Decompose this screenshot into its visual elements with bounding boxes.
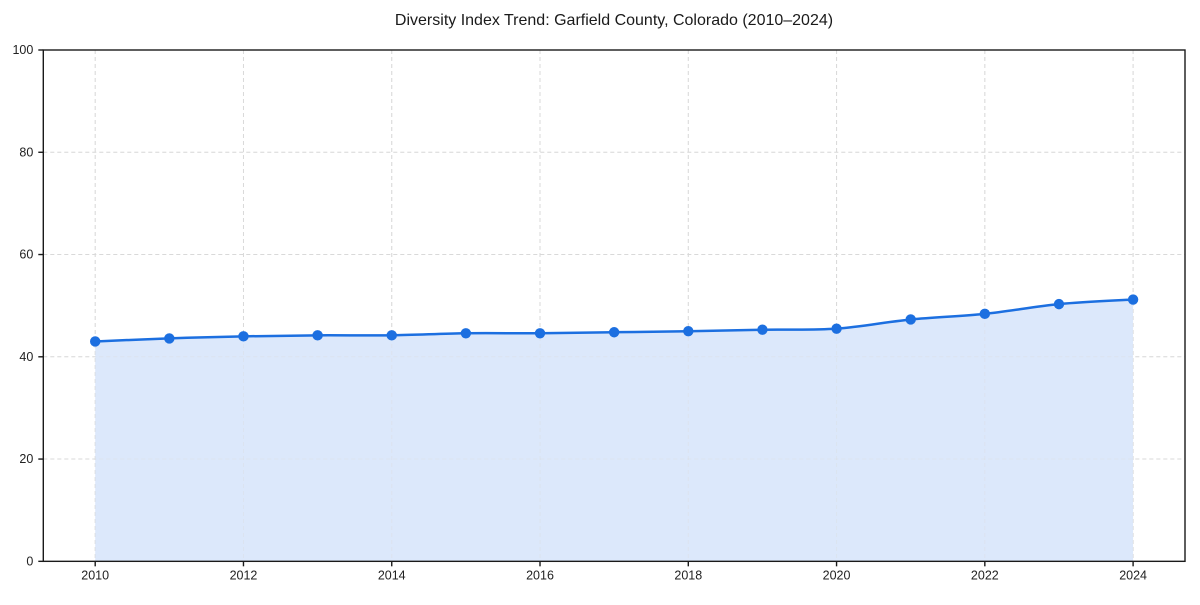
svg-text:2024: 2024	[1119, 568, 1147, 582]
svg-text:2018: 2018	[674, 568, 702, 582]
svg-text:2016: 2016	[526, 568, 554, 582]
svg-text:100: 100	[12, 43, 33, 57]
svg-text:40: 40	[19, 350, 33, 364]
svg-text:0: 0	[26, 554, 33, 568]
svg-text:60: 60	[19, 248, 33, 262]
svg-text:2022: 2022	[971, 568, 999, 582]
svg-text:2012: 2012	[230, 568, 258, 582]
svg-text:80: 80	[19, 145, 33, 159]
svg-text:2010: 2010	[81, 568, 109, 582]
svg-text:2014: 2014	[378, 568, 406, 582]
svg-text:2020: 2020	[823, 568, 851, 582]
svg-text:20: 20	[19, 452, 33, 466]
